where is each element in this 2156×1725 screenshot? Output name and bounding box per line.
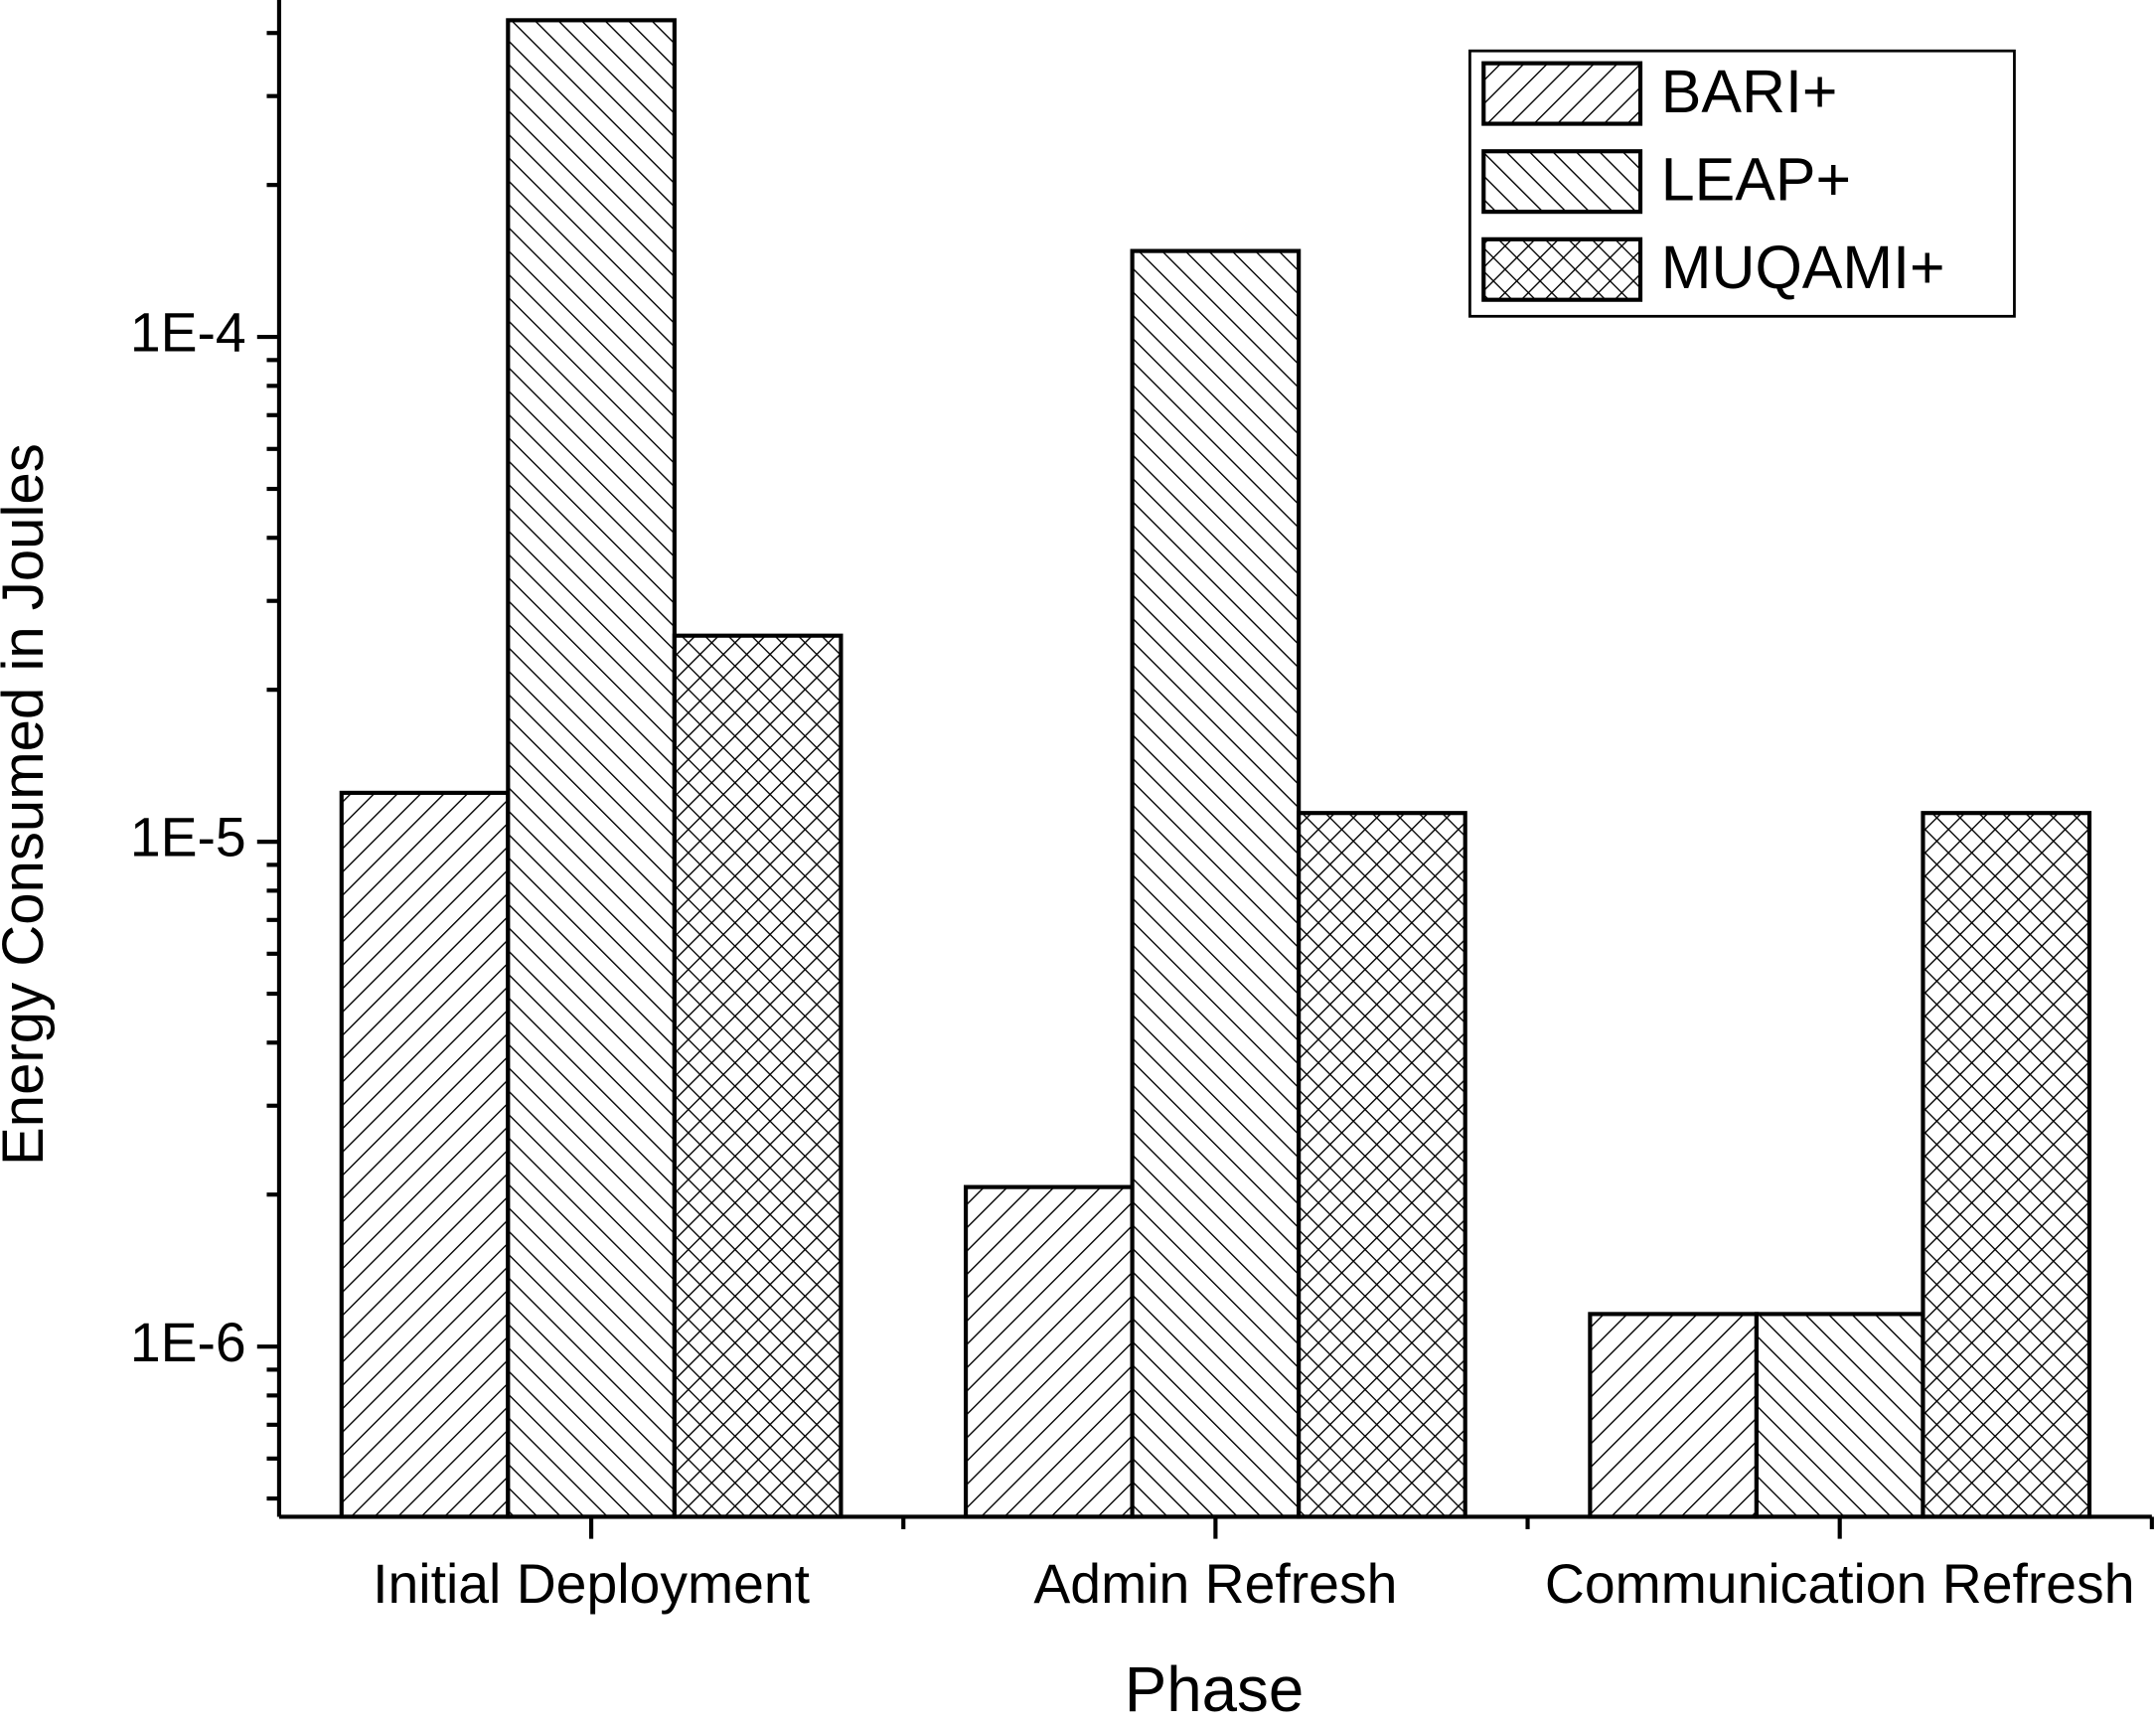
bar: [1921, 811, 2092, 1519]
bar: [963, 1184, 1135, 1519]
x-tick-label: Communication Refresh: [1545, 1553, 2135, 1615]
x-tick-label: Initial Deployment: [373, 1553, 810, 1615]
y-tick-label: 1E-5: [130, 807, 246, 868]
legend-swatch: [1481, 236, 1643, 302]
legend-label: MUQAMI+: [1661, 234, 1945, 301]
bar: [672, 633, 844, 1519]
bar: [1754, 1312, 1925, 1519]
y-tick-label: 1E-4: [130, 302, 246, 364]
x-tick-label: Admin Refresh: [1033, 1553, 1397, 1615]
bar: [506, 18, 677, 1519]
x-axis-title: Phase: [1125, 1654, 1305, 1725]
legend-swatch: [1481, 61, 1643, 126]
legend-label: LEAP+: [1661, 146, 1851, 214]
bar: [1297, 811, 1467, 1519]
legend-swatch: [1481, 149, 1643, 215]
bar: [1130, 248, 1302, 1519]
bar: [339, 790, 511, 1519]
bar: [1588, 1312, 1759, 1519]
y-axis-title: Energy Consumed in Joules: [0, 443, 56, 1166]
y-tick-label: 1E-6: [130, 1312, 246, 1373]
legend-label: BARI+: [1661, 58, 1838, 125]
